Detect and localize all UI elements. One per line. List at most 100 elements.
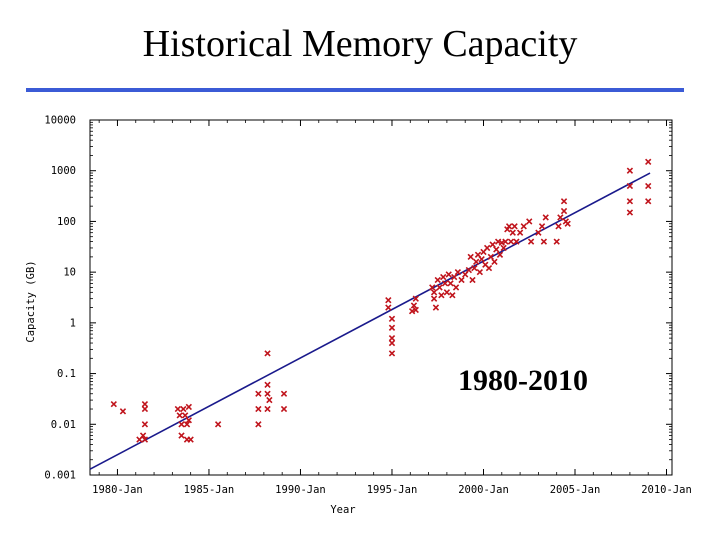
data-point: [451, 273, 458, 281]
data-point: [452, 284, 460, 291]
data-point: [473, 258, 480, 265]
data-point: [441, 280, 449, 287]
data-point: [507, 238, 515, 245]
data-point: [388, 339, 396, 347]
data-point: [500, 244, 507, 252]
data-point: [139, 432, 147, 439]
data-point: [483, 244, 491, 252]
data-point: [430, 295, 438, 302]
data-point: [385, 304, 392, 311]
year-range-annotation: 1980-2010: [458, 364, 588, 397]
data-point: [141, 405, 149, 413]
title-divider: [26, 88, 684, 92]
data-point: [540, 238, 548, 245]
data-point: [538, 223, 546, 230]
data-point: [438, 292, 445, 299]
data-point: [440, 273, 447, 281]
data-point: [388, 350, 396, 357]
data-point: [505, 223, 513, 230]
data-point: [412, 295, 419, 302]
slide-title: Historical Memory Capacity: [142, 23, 578, 65]
data-point: [412, 306, 419, 314]
y-tick-label: 0.01: [51, 419, 76, 431]
data-point: [264, 405, 271, 413]
data-point: [476, 268, 483, 276]
y-tick-label: 10: [63, 267, 76, 279]
data-point: [141, 436, 149, 443]
data-point: [520, 223, 527, 230]
data-point: [182, 412, 189, 419]
data-point: [527, 238, 535, 245]
data-point: [487, 253, 494, 261]
data-point: [564, 220, 571, 227]
data-point: [255, 421, 262, 428]
data-point: [280, 390, 288, 397]
data-point: [436, 284, 443, 291]
data-point: [178, 421, 185, 428]
y-tick-label: 0.1: [57, 368, 76, 380]
data-point: [214, 421, 222, 428]
data-point: [187, 436, 194, 443]
data-point: [509, 229, 516, 236]
data-point: [535, 229, 542, 236]
data-point: [471, 264, 478, 272]
trend-line: [89, 172, 651, 470]
data-point: [516, 229, 524, 236]
x-tick-label: 1990-Jan: [275, 484, 326, 496]
data-point: [432, 304, 440, 311]
data-point: [526, 218, 533, 225]
data-point: [645, 198, 652, 205]
data-point: [449, 292, 456, 299]
data-point: [176, 412, 183, 419]
plot-frame: [89, 119, 673, 476]
y-tick-label: 100: [57, 216, 76, 228]
data-point: [388, 315, 396, 323]
data-point: [110, 400, 117, 408]
data-point: [388, 334, 396, 342]
data-point: [264, 390, 271, 397]
data-point: [266, 396, 273, 404]
data-point: [626, 167, 634, 174]
data-point: [385, 297, 392, 304]
y-tick-label: 0.001: [44, 470, 76, 482]
data-points: [110, 158, 652, 443]
data-point: [502, 238, 509, 245]
y-tick-label: 10000: [44, 115, 76, 127]
data-point: [513, 238, 520, 245]
trend-line-group: [89, 172, 651, 470]
axis-labels: Year Capacity (GB) 1980-2010: [25, 260, 588, 516]
y-axis-label: Capacity (GB): [25, 260, 37, 342]
data-point: [443, 289, 451, 296]
data-point: [445, 271, 452, 278]
data-point: [560, 198, 568, 205]
data-point: [469, 276, 476, 284]
data-point: [489, 241, 496, 248]
data-point: [626, 182, 634, 190]
data-point: [141, 400, 149, 408]
data-point: [542, 214, 549, 221]
data-point: [255, 390, 262, 397]
data-point: [511, 223, 518, 230]
data-point: [410, 302, 418, 309]
data-point: [430, 289, 438, 296]
data-point: [119, 408, 127, 415]
data-point: [485, 264, 493, 272]
x-tick-label: 2010-Jan: [641, 484, 692, 496]
x-tick-label: 2005-Jan: [550, 484, 601, 496]
data-point: [626, 198, 634, 205]
data-point: [553, 238, 560, 245]
data-point: [458, 276, 465, 284]
axis-ticks: 0.001 0.01 0.1 1 10 100 1000 10000 1980-Jan 1985-…: [44, 115, 691, 497]
data-point: [467, 253, 474, 261]
data-point: [174, 405, 182, 413]
data-point: [454, 268, 462, 276]
data-point: [560, 207, 568, 215]
data-point: [178, 432, 185, 439]
data-point: [626, 209, 634, 216]
y-tick-label: 1000: [51, 165, 76, 177]
data-point: [183, 421, 191, 428]
x-tick-label: 1985-Jan: [184, 484, 235, 496]
data-point: [465, 266, 473, 274]
data-point: [493, 246, 500, 253]
